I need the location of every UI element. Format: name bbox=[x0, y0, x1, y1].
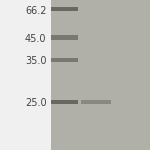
Text: 45.0: 45.0 bbox=[25, 34, 46, 44]
Bar bbox=[51, 35, 78, 40]
Bar bbox=[51, 100, 78, 104]
Text: 25.0: 25.0 bbox=[25, 99, 46, 108]
Text: 66.2: 66.2 bbox=[25, 6, 46, 15]
Bar bbox=[81, 100, 111, 104]
Bar bbox=[51, 7, 78, 11]
Bar bbox=[51, 0, 150, 150]
Text: 35.0: 35.0 bbox=[25, 57, 46, 66]
Bar bbox=[51, 58, 78, 62]
